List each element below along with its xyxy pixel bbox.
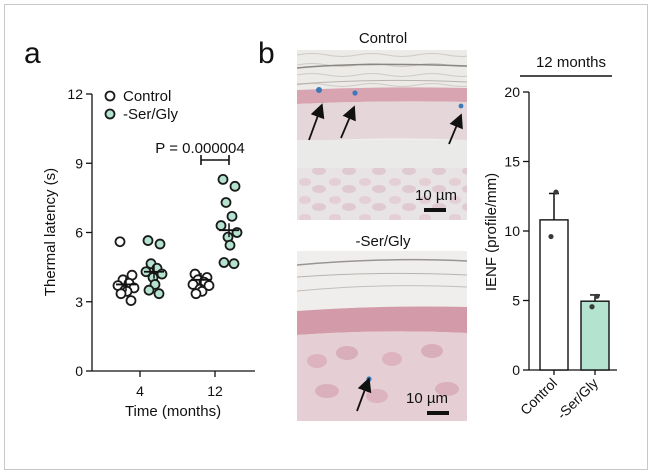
legend-marker [104,90,116,102]
y-tick-label: 0 [75,363,83,379]
panel-label-b: b [258,37,275,70]
y-tick-label: 5 [512,293,520,309]
y-axis-title: Thermal latency (s) [42,168,59,296]
data-point [143,284,155,296]
data-point [220,197,232,208]
data-point [190,288,202,300]
data-point [217,174,229,185]
y-tick-label: 20 [504,84,520,100]
data-point [228,258,240,270]
legend-marker [104,108,116,120]
micrograph-ser-gly: 10 µm [297,251,467,421]
data-point [224,239,236,251]
legend-label: Control [123,88,171,105]
y-tick-label: 6 [75,225,83,241]
y-tick-label: 10 [504,223,520,239]
data-point [203,280,215,291]
y-tick-label: 3 [75,294,83,310]
data-point [115,288,127,300]
data-point [594,293,600,299]
data-point [229,180,241,192]
x-tick-label: -Ser/Gly [554,375,602,423]
data-point [125,295,137,306]
y-tick-label: 9 [75,155,83,171]
data-point [548,233,554,240]
data-point [142,235,154,246]
p-value-annotation: P = 0.000004 [155,140,244,157]
micrograph-control: 10 µm [297,50,467,220]
data-point [218,257,230,268]
y-axis-title: IENF (profile/mm) [483,173,500,291]
data-point [553,189,559,195]
bar-chart-title: 12 months [536,54,606,71]
scale-label-ser-gly: 10 µm [406,390,448,407]
x-tick-label: 12 [207,383,223,399]
legend-label: -Ser/Gly [123,106,179,123]
data-point [154,238,166,250]
panel-label-a: a [24,37,41,70]
y-tick-label: 12 [67,86,83,102]
x-tick-label: 4 [136,383,144,399]
data-point [215,220,227,231]
data-point [226,210,238,222]
y-tick-label: 0 [512,362,520,378]
micrograph-title-control: Control [359,30,407,47]
scale-bar-control [424,208,446,212]
bar [580,300,610,371]
micrograph-title-ser-gly: -Ser/Gly [355,233,411,250]
x-axis-title: Time (months) [125,403,221,420]
y-tick-label: 15 [504,154,520,170]
data-point [114,236,126,248]
data-point [153,288,165,300]
bar [539,219,569,371]
panel-a-scatter: 0 3 6 9 12 4 12 Time (months) Thermal latency (s… [42,86,255,420]
scale-bar-ser-gly [427,411,449,415]
data-point [589,304,595,310]
scale-label-control: 10 µm [415,187,457,204]
